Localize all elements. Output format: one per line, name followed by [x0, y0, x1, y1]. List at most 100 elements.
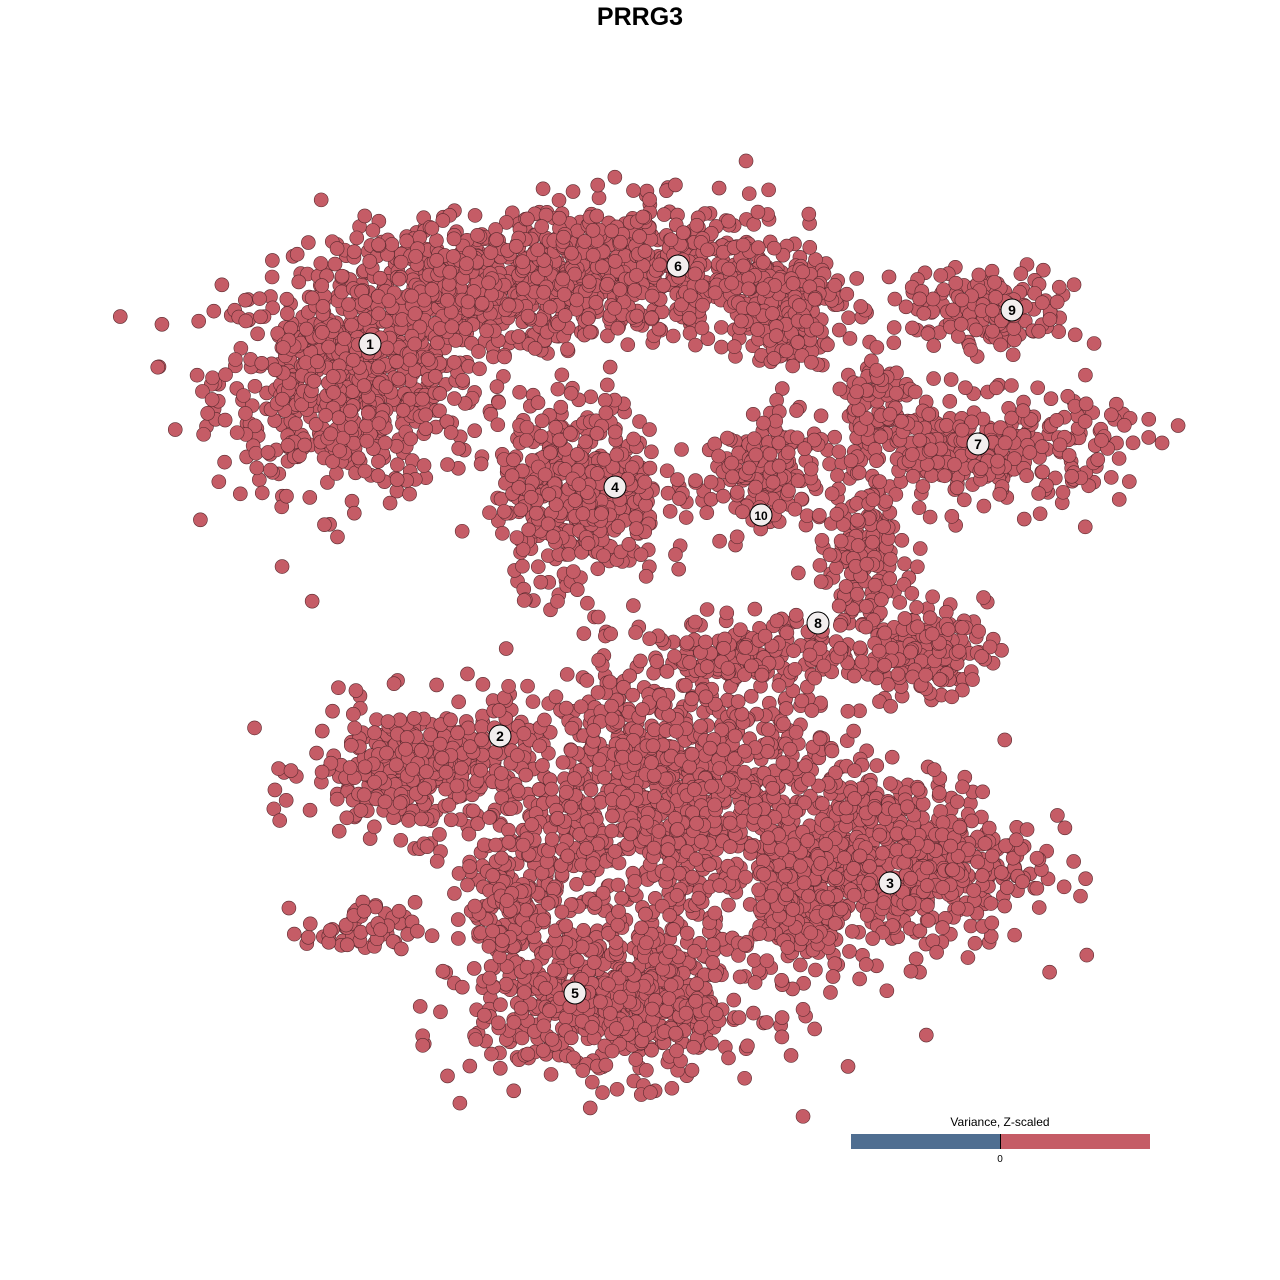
cell-point [326, 385, 341, 400]
cell-point [707, 797, 722, 813]
cell-point [440, 1068, 455, 1084]
cell-point [737, 743, 752, 759]
cell-point [233, 486, 248, 502]
cell-point [332, 443, 347, 459]
cell-point [840, 703, 856, 719]
cell-point [253, 309, 268, 325]
cell-point [390, 457, 405, 473]
cell-point [353, 803, 369, 818]
cell-point [765, 780, 780, 796]
cell-point [519, 959, 535, 975]
cell-point [377, 435, 393, 451]
cell-point [523, 489, 539, 505]
cell-point [548, 689, 564, 705]
cell-point [997, 732, 1013, 748]
cell-point [820, 890, 835, 905]
cell-point [438, 764, 454, 780]
cell-point [679, 925, 695, 941]
cell-point [516, 726, 532, 741]
cell-point [483, 406, 499, 422]
cell-point [286, 926, 302, 942]
cell-point [275, 391, 290, 407]
cell-point [867, 801, 883, 817]
cell-point [302, 916, 318, 932]
cell-point [322, 923, 338, 938]
cell-point [451, 931, 466, 946]
cell-point [453, 760, 469, 776]
cell-point [583, 389, 599, 405]
cell-point [563, 799, 579, 815]
cell-point [419, 839, 435, 854]
cell-point [434, 750, 450, 766]
cell-point [405, 762, 420, 777]
cell-point [498, 976, 514, 992]
cell-point [638, 497, 653, 513]
cell-point [639, 1062, 654, 1078]
cell-point [271, 761, 286, 776]
cell-point [211, 474, 227, 490]
cell-point [510, 783, 526, 798]
cell-point [477, 1007, 492, 1023]
cell-point [620, 337, 636, 353]
cell-point [474, 719, 490, 735]
cell-point [876, 895, 892, 911]
cell-point [571, 477, 587, 492]
cell-point [495, 526, 510, 541]
cell-point [935, 880, 950, 895]
cell-point [576, 626, 592, 641]
cell-point [852, 971, 867, 987]
cell-point [785, 902, 801, 917]
cell-point [550, 381, 566, 397]
cell-point [289, 246, 305, 262]
cell-point [471, 344, 486, 359]
cell-point [983, 896, 999, 911]
cell-point [278, 793, 294, 808]
cell-point [915, 796, 931, 812]
cell-point [576, 923, 591, 938]
cell-point [345, 352, 361, 368]
cell-point [564, 720, 580, 736]
cell-point [647, 789, 662, 804]
cell-point [669, 888, 685, 903]
cell-point [584, 1020, 600, 1035]
cell-point [330, 529, 345, 545]
cell-point [993, 865, 1009, 880]
cell-point [707, 905, 723, 921]
cell-point [506, 452, 521, 468]
cell-point [498, 641, 514, 656]
cell-point [451, 694, 466, 710]
cell-point [543, 1067, 559, 1082]
cell-point [950, 794, 965, 810]
cell-point [492, 1061, 508, 1076]
cell-point [610, 917, 626, 933]
cell-point [736, 764, 752, 780]
cell-point [351, 450, 366, 466]
cell-point [473, 925, 488, 941]
cell-point [432, 827, 447, 842]
cell-point [394, 941, 409, 957]
cell-point [306, 373, 322, 389]
cell-point [341, 297, 356, 312]
cell-point [493, 997, 508, 1013]
cell-point [760, 830, 776, 846]
cell-point [519, 902, 534, 918]
cell-point [263, 462, 278, 478]
cell-point [580, 595, 595, 611]
cell-point [519, 420, 535, 435]
cell-point [404, 288, 420, 304]
cell-point [247, 418, 263, 434]
cell-point [348, 683, 364, 698]
cell-point [367, 725, 382, 741]
cell-point [975, 784, 990, 800]
cell-point [356, 787, 372, 803]
cell-point [644, 755, 659, 770]
cell-point [596, 451, 612, 467]
cell-point [598, 1057, 614, 1073]
cell-point [218, 367, 233, 382]
cell-point [395, 403, 411, 418]
cell-point [678, 1005, 694, 1021]
cell-point [796, 875, 812, 891]
cell-point [623, 826, 638, 842]
cell-point [347, 505, 362, 521]
cell-point [827, 916, 843, 931]
